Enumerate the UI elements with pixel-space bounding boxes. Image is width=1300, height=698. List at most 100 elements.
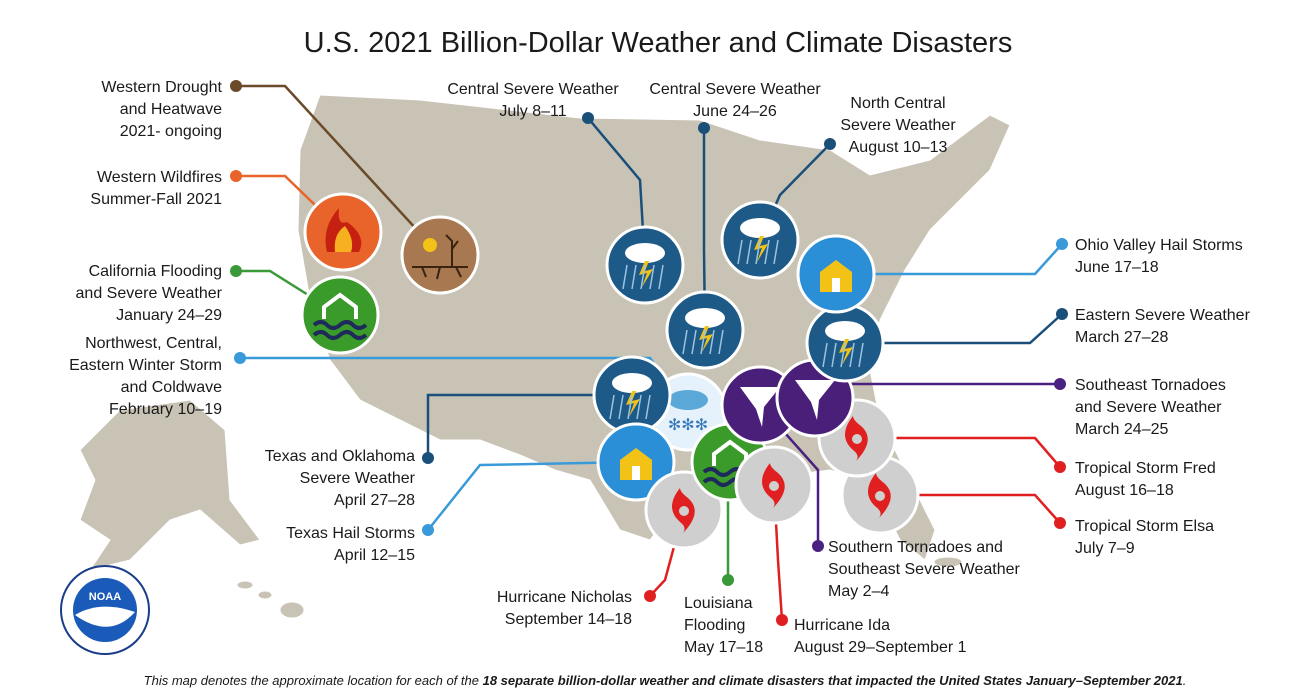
- disaster-label: Central Severe Weather: [649, 81, 821, 98]
- funnel: [740, 387, 780, 427]
- wave: [312, 320, 368, 330]
- disaster-label: Ohio Valley Hail Storms: [1075, 237, 1243, 254]
- bolt: [639, 261, 653, 287]
- disaster-label: Summer-Fall 2021: [90, 191, 222, 208]
- cloud: [825, 321, 865, 341]
- disaster-label: Louisiana: [684, 595, 753, 612]
- bolt: [839, 339, 853, 365]
- disaster-label: California Flooding: [89, 263, 222, 280]
- disaster-label: Tropical Storm Elsa: [1075, 518, 1214, 535]
- icon-disc: [300, 275, 380, 355]
- cloud: [685, 308, 725, 328]
- door: [832, 278, 840, 292]
- callout-line: [880, 493, 1061, 524]
- disaster-label: Hurricane Nicholas: [497, 589, 632, 606]
- disaster-label: 2021- ongoing: [120, 123, 222, 140]
- callout-dot: [812, 540, 824, 552]
- disaster-label: April 27–28: [334, 492, 415, 509]
- door: [632, 466, 640, 480]
- rain: [773, 239, 779, 265]
- callout-dot: [644, 590, 656, 602]
- disaster-label: June 17–18: [1075, 259, 1159, 276]
- cloud: [668, 390, 708, 410]
- rain: [649, 264, 655, 290]
- bolt: [699, 326, 713, 352]
- callout-dot: [776, 614, 788, 626]
- sun: [423, 238, 437, 252]
- disaster-label: February 10–19: [109, 401, 222, 418]
- rain: [764, 239, 770, 265]
- disaster-label: Southeast Severe Weather: [828, 561, 1020, 578]
- disaster-label: August 10–13: [849, 139, 948, 156]
- disaster-label: April 12–15: [334, 547, 415, 564]
- callout-dot: [1054, 378, 1066, 390]
- house: [620, 448, 652, 480]
- callout-dot: [824, 138, 836, 150]
- cloud: [625, 243, 665, 263]
- disaster-label: and Severe Weather: [76, 285, 223, 302]
- bolt: [754, 236, 768, 262]
- eye: [769, 481, 779, 491]
- callout-line: [857, 436, 1061, 468]
- callout-dot: [230, 170, 242, 182]
- disaster-label: January 24–29: [116, 307, 222, 324]
- icon-drought: [400, 215, 480, 295]
- alaska: [79, 399, 261, 571]
- disaster-label: August 16–18: [1075, 482, 1174, 499]
- callout-dot: [1054, 461, 1066, 473]
- house: [322, 292, 358, 319]
- rain: [755, 239, 761, 265]
- footnote: This map denotes the approximate locatio…: [144, 673, 1187, 688]
- rain: [658, 264, 664, 290]
- disaster-label: Flooding: [684, 617, 745, 634]
- rain: [831, 342, 837, 368]
- disaster-label: Southeast Tornadoes: [1075, 377, 1226, 394]
- hawaii: [236, 580, 254, 590]
- footnote-emphasis: 18 separate billion-dollar weather and c…: [483, 673, 1183, 688]
- rain: [709, 329, 715, 355]
- cloud: [612, 373, 652, 393]
- callout-dot: [422, 524, 434, 536]
- disaster-label: North Central: [850, 95, 945, 112]
- icon-fire: [303, 192, 383, 272]
- icon-hurricane: [734, 445, 814, 525]
- disaster-label: Central Severe Weather: [447, 81, 619, 98]
- disaster-label: March 27–28: [1075, 329, 1168, 346]
- disaster-label: August 29–September 1: [794, 639, 967, 656]
- rain: [746, 239, 752, 265]
- disaster-label: Northwest, Central,: [85, 335, 222, 352]
- footnote-text: .: [1183, 673, 1187, 688]
- funnel: [795, 380, 835, 420]
- callout-dot: [230, 80, 242, 92]
- disaster-label: July 8–11: [499, 103, 566, 120]
- disaster-label: July 7–9: [1075, 540, 1135, 557]
- callout-line: [845, 313, 1063, 345]
- callout-dot: [234, 352, 246, 364]
- disaster-label: Tropical Storm Fred: [1075, 460, 1216, 477]
- snowflakes: ✻✻✻: [668, 417, 708, 434]
- rain: [627, 394, 633, 420]
- icon-hail: [796, 234, 876, 314]
- icon-storm: [720, 200, 800, 280]
- disaster-label: May 2–4: [828, 583, 889, 600]
- hawaii: [279, 601, 305, 619]
- bolt: [626, 391, 640, 417]
- disaster-label: May 17–18: [684, 639, 763, 656]
- rain: [840, 342, 846, 368]
- rain: [636, 394, 642, 420]
- disaster-label: June 24–26: [693, 103, 777, 120]
- icon-hail: [596, 422, 676, 502]
- rain: [640, 264, 646, 290]
- callout-dot: [1056, 238, 1068, 250]
- hawaii: [257, 590, 273, 600]
- disaster-label: Severe Weather: [840, 117, 956, 134]
- callout-dot: [722, 574, 734, 586]
- wave: [312, 330, 368, 340]
- callout-dot: [230, 265, 242, 277]
- icon-storm: [805, 303, 885, 383]
- rain: [718, 329, 724, 355]
- disaster-label: Eastern Winter Storm: [69, 357, 222, 374]
- house: [820, 260, 852, 292]
